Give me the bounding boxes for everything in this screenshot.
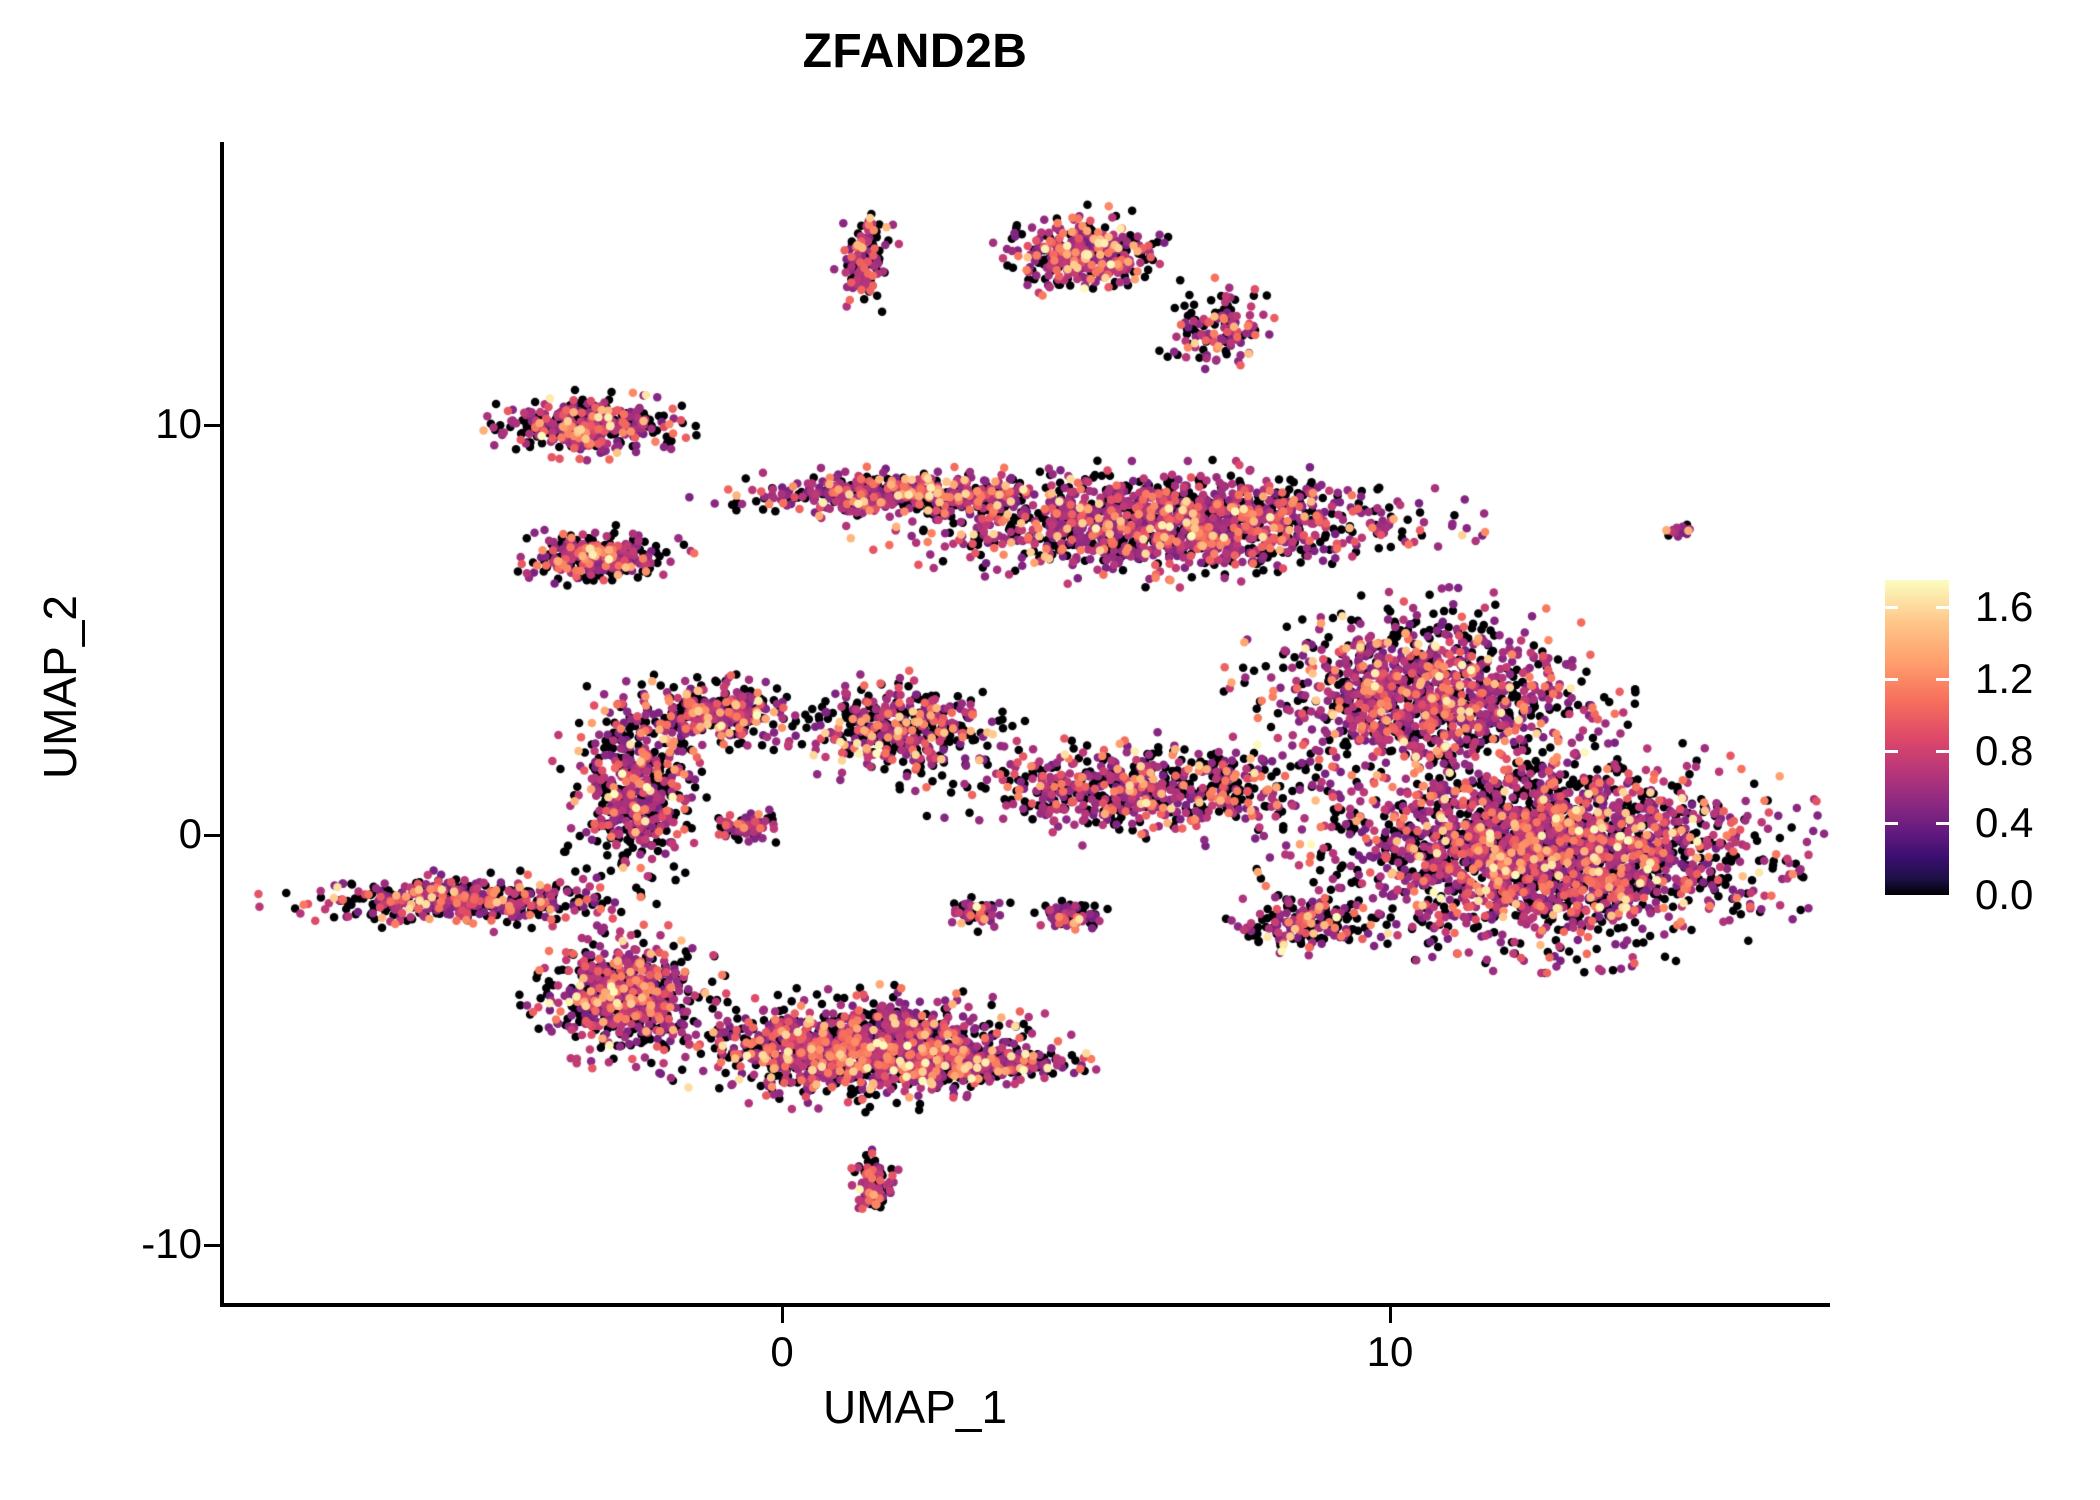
x-tick-label: 10 (1366, 1328, 1414, 1375)
page-title: ZFAND2B (802, 25, 1028, 78)
y-tick-label: 0 (178, 810, 202, 857)
x-tick-mark (1389, 1306, 1392, 1323)
y-tick-mark (204, 1244, 221, 1247)
colorbar-tick-label: 0.4 (1975, 799, 2034, 846)
y-tick-label: -10 (141, 1220, 202, 1267)
colorbar-tick-label: 1.6 (1975, 583, 2034, 630)
colorbar-gradient (1885, 580, 1949, 895)
x-axis-title: UMAP_1 (822, 1381, 1008, 1433)
x-tick-mark (781, 1306, 784, 1323)
scatter-plot-canvas (222, 142, 1830, 1305)
x-axis-line (220, 1303, 1830, 1307)
colorbar-tick-label: 0.0 (1975, 871, 2034, 918)
x-tick-label: 0 (770, 1328, 794, 1375)
y-axis-title: UMAP_2 (34, 594, 86, 780)
colorbar-tick-label: 1.2 (1975, 655, 2034, 702)
colorbar-tick-label: 0.8 (1975, 727, 2034, 774)
y-tick-mark (204, 424, 221, 427)
y-tick-mark (204, 834, 221, 837)
colorbar-legend: 1.6 1.2 0.8 0.4 0.0 (1885, 580, 2085, 918)
y-axis-line (220, 142, 224, 1307)
y-tick-label: 10 (155, 400, 202, 447)
